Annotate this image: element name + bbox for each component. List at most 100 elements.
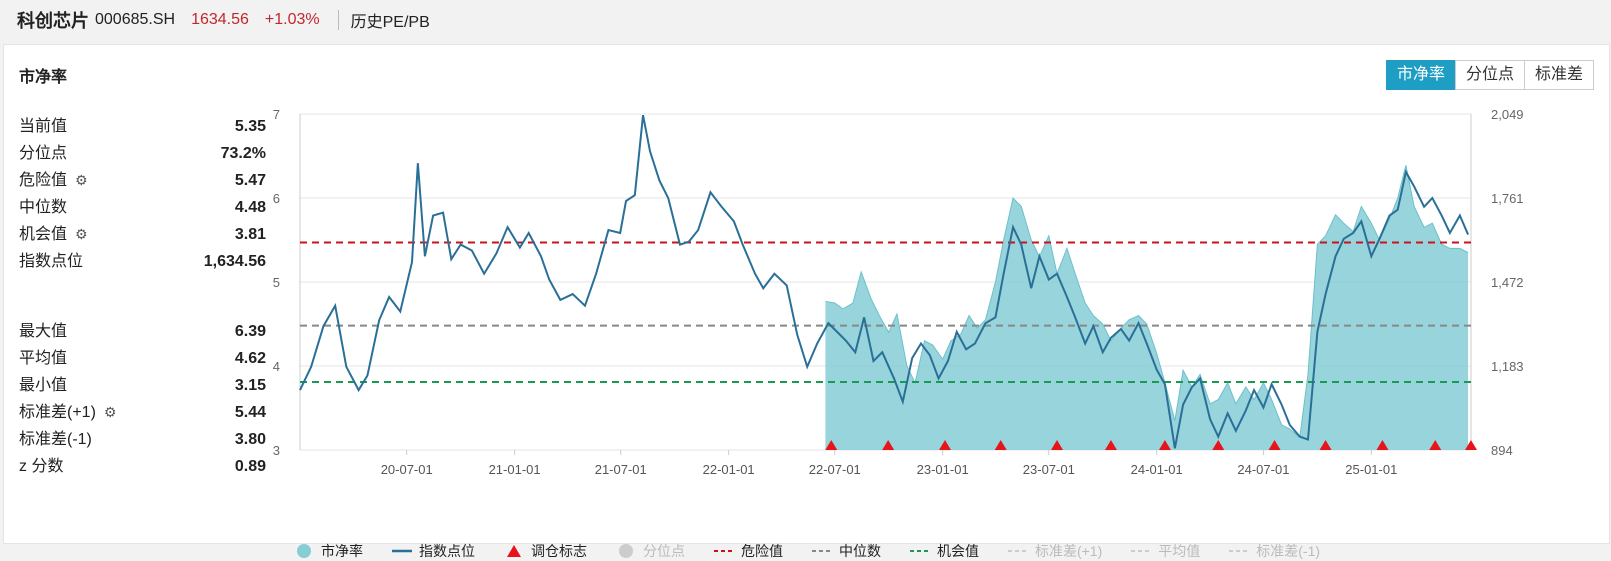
legend-label: 危险值	[740, 543, 783, 559]
card-title: 市净率	[19, 69, 68, 86]
stat-row: 机会值 ⚙ 3.81	[19, 221, 266, 248]
stat-value: 3.80	[234, 431, 266, 448]
legend-label: 机会值	[936, 543, 979, 559]
legend-swatch	[1229, 550, 1250, 552]
rebalance-marker	[882, 440, 895, 450]
stat-label-text: 指数点位	[19, 253, 84, 270]
legend-swatch	[1007, 550, 1028, 552]
view-toggle: 市净率 分位点 标准差	[1385, 60, 1594, 90]
stat-label: 标准差(+1) ⚙	[19, 399, 116, 426]
x-tick-label: 23-07-01	[1023, 462, 1075, 477]
legend-swatch	[391, 549, 412, 553]
index-code: 000685.SH	[95, 11, 176, 28]
stat-value: 4.48	[234, 199, 266, 216]
x-tick-label: 24-01-01	[1131, 462, 1183, 477]
stat-label-text: 分位点	[19, 145, 68, 162]
stat-label-text: 机会值	[19, 226, 68, 243]
legend-swatch	[506, 545, 521, 557]
rebalance-marker	[994, 440, 1007, 450]
stat-label-text: z 分数	[19, 458, 64, 475]
stat-label: 指数点位	[19, 248, 83, 275]
stat-row: 中位数 4.48	[19, 194, 266, 221]
x-tick-label: 24-07-01	[1237, 462, 1289, 477]
stat-value: 5.44	[234, 404, 266, 421]
legend-label: 指数点位	[418, 543, 475, 559]
stat-row: 标准差(-1) 3.80	[19, 426, 266, 453]
index-name: 科创芯片	[17, 11, 89, 31]
stat-row: 当前值 5.35	[19, 113, 266, 140]
rebalance-marker	[1268, 440, 1281, 450]
pb-area-edge	[825, 165, 1469, 439]
stat-label-text: 中位数	[19, 199, 68, 216]
y-left-tick-label: 5	[273, 275, 280, 290]
legend-swatch	[811, 550, 832, 552]
gear-icon[interactable]: ⚙	[103, 404, 117, 420]
index-price: 1634.56	[191, 11, 249, 28]
stats-panel-current: 当前值 5.35 分位点 73.2% 危险值 ⚙ 5.47 中位数 4.48 机会值 ⚙ 3.81 指数…	[19, 113, 266, 275]
index-line	[299, 114, 1469, 449]
stat-row: 最大值 6.39	[19, 318, 266, 345]
rebalance-marker	[1212, 440, 1225, 450]
stat-label: 分位点	[19, 140, 67, 167]
stat-value: 0.89	[234, 458, 266, 475]
x-tick-label: 20-07-01	[381, 462, 433, 477]
x-tick-label: 21-07-01	[595, 462, 647, 477]
legend-swatch	[713, 550, 734, 552]
stat-label: 平均值	[19, 345, 67, 372]
legend-label: 调仓标志	[530, 543, 587, 559]
y-right-tick-label: 1,761	[1491, 191, 1524, 206]
y-left-tick-label: 7	[273, 107, 280, 122]
y-right-tick-label: 894	[1491, 443, 1513, 458]
stat-row: 最小值 3.15	[19, 372, 266, 399]
legend-label: 标准差(+1)	[1034, 543, 1103, 559]
legend-item[interactable]: 标准差(-1)	[1228, 541, 1320, 561]
stddev-button[interactable]: 标准差	[1523, 60, 1594, 90]
pb-area	[825, 165, 1469, 450]
quote-header: 科创芯片 000685.SH 1634.56 +1.03% 历史PE/PB	[0, 0, 1611, 40]
legend-item[interactable]: 平均值	[1130, 541, 1200, 561]
y-left-tick-label: 4	[273, 359, 280, 374]
rebalance-marker	[1104, 440, 1117, 450]
legend-item[interactable]: 调仓标志	[503, 541, 587, 561]
stat-label: 当前值	[19, 113, 67, 140]
legend-item[interactable]: 指数点位	[391, 541, 475, 561]
x-tick-label: 23-01-01	[917, 462, 969, 477]
y-left-tick-label: 6	[273, 191, 280, 206]
stat-value: 5.47	[234, 172, 266, 189]
legend-swatch	[296, 544, 311, 558]
legend-label: 平均值	[1158, 543, 1201, 559]
y-left-tick-label: 3	[273, 443, 280, 458]
y-right-tick-label: 1,472	[1491, 275, 1524, 290]
stat-value: 4.62	[234, 350, 266, 367]
x-tick-label: 22-01-01	[703, 462, 755, 477]
rebalance-marker	[1465, 440, 1477, 450]
rebalance-marker	[939, 440, 952, 450]
legend-item[interactable]: 危险值	[713, 541, 783, 561]
stat-label: 危险值 ⚙	[19, 167, 88, 194]
chart-legend: 市净率 指数点位 调仓标志 分位点 危险值 中位数 机会值 标准差(+1) 平均值 标准差(-1)	[4, 541, 1609, 561]
legend-item[interactable]: 中位数	[811, 541, 881, 561]
y-right-tick-label: 1,183	[1491, 359, 1524, 374]
legend-label: 市净率	[320, 543, 363, 559]
legend-label: 分位点	[642, 543, 685, 559]
legend-item[interactable]: 标准差(+1)	[1007, 541, 1102, 561]
stat-label: 标准差(-1)	[19, 426, 92, 453]
legend-item[interactable]: 分位点	[615, 541, 685, 561]
stat-label: 机会值 ⚙	[19, 221, 88, 248]
gear-icon[interactable]: ⚙	[75, 172, 88, 188]
stat-value: 1,634.56	[203, 253, 266, 270]
legend-item[interactable]: 市净率	[293, 541, 363, 561]
legend-item[interactable]: 机会值	[909, 541, 979, 561]
stat-label: 最小值	[19, 372, 67, 399]
stat-row: 平均值 4.62	[19, 345, 266, 372]
stat-label-text: 标准差(-1)	[19, 431, 92, 448]
index-change: +1.03%	[264, 11, 320, 28]
stat-row: 分位点 73.2%	[19, 140, 266, 167]
gear-icon[interactable]: ⚙	[75, 226, 88, 242]
x-tick-label: 22-07-01	[809, 462, 861, 477]
history-pe-pb-tab[interactable]: 历史PE/PB	[350, 14, 430, 31]
stat-label-text: 标准差(+1)	[19, 404, 96, 421]
rebalance-marker	[1158, 440, 1171, 450]
stat-row: 标准差(+1) ⚙ 5.44	[19, 399, 266, 426]
stat-label-text: 危险值	[19, 172, 68, 189]
